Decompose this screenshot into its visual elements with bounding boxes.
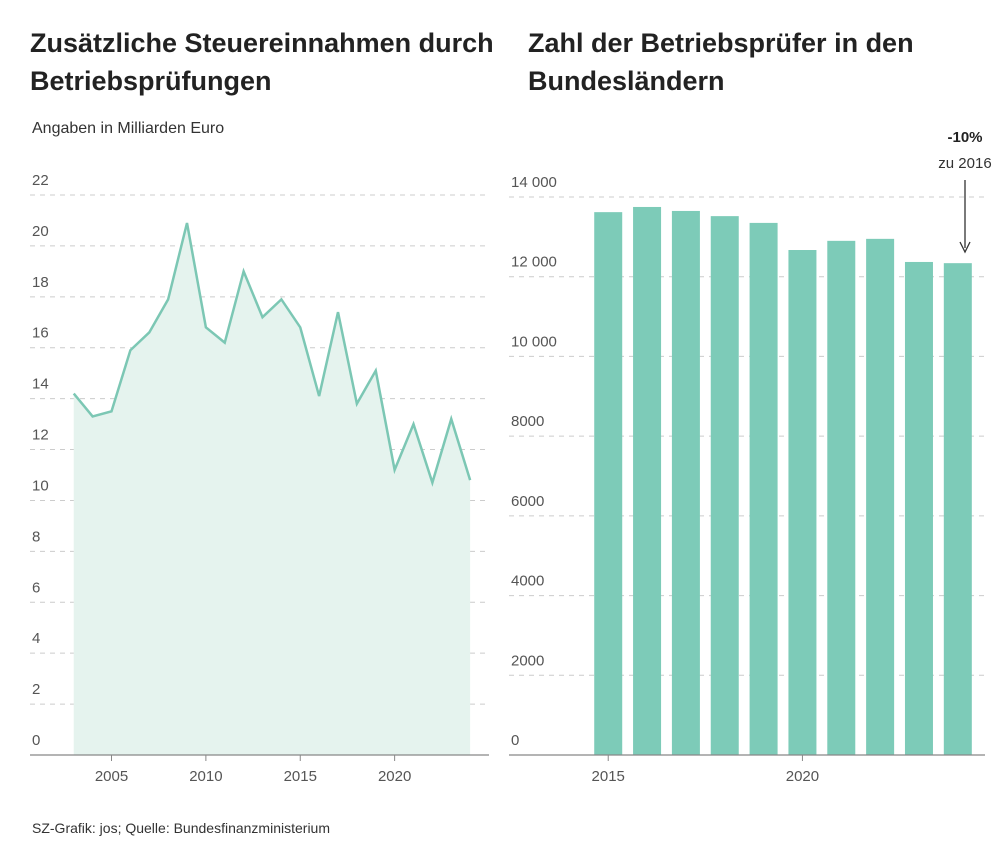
y-tick-label: 2 (32, 681, 40, 698)
y-tick-label: 22 (32, 172, 49, 189)
y-tick-label: 18 (32, 274, 49, 291)
x-tick-label: 2010 (189, 768, 222, 785)
x-tick-label: 2015 (284, 768, 317, 785)
area (73, 223, 471, 755)
bar (671, 210, 700, 755)
annotation-note: zu 2016 (938, 155, 991, 172)
y-tick-label: 10 (32, 477, 49, 494)
y-tick-label: 16 (32, 325, 49, 342)
y-tick-label: 0 (32, 732, 40, 749)
bar (788, 250, 817, 755)
annotation-value: -10% (947, 129, 982, 146)
y-tick-label: 2000 (511, 652, 544, 669)
x-tick-label: 2015 (592, 768, 625, 785)
chart-subtitle: Angaben in Milliarden Euro (32, 120, 224, 137)
bar (633, 206, 662, 755)
x-tick-label: 2005 (95, 768, 128, 785)
y-tick-label: 0 (511, 732, 519, 749)
bar (749, 222, 778, 755)
y-tick-label: 14 000 (511, 174, 557, 191)
x-tick-label: 2020 (378, 768, 411, 785)
y-tick-label: 12 (32, 427, 49, 444)
bar (904, 261, 933, 755)
y-tick-label: 6 (32, 579, 40, 596)
y-tick-label: 10 000 (511, 333, 557, 350)
y-tick-label: 14 (32, 376, 49, 393)
y-tick-label: 8000 (511, 413, 544, 430)
bar (710, 216, 739, 756)
annotation-arrowhead (959, 241, 971, 254)
bar (943, 263, 972, 755)
y-tick-label: 6000 (511, 493, 544, 510)
y-tick-label: 8 (32, 528, 40, 545)
chart-title: Zusätzliche Steuereinnahmen durch Betrie… (30, 28, 494, 96)
source: SZ-Grafik: jos; Quelle: Bundesfinanzmini… (32, 820, 330, 836)
x-tick-label: 2020 (786, 768, 819, 785)
y-tick-label: 12 000 (511, 254, 557, 271)
bar (866, 238, 895, 756)
bar (827, 240, 856, 756)
y-tick-label: 20 (32, 223, 49, 240)
chart-title: Zahl der Betriebsprüfer in den Bundeslän… (528, 28, 914, 96)
bar (594, 212, 623, 755)
y-tick-label: 4 (32, 630, 40, 647)
y-tick-label: 4000 (511, 573, 544, 590)
line (72, 222, 472, 487)
